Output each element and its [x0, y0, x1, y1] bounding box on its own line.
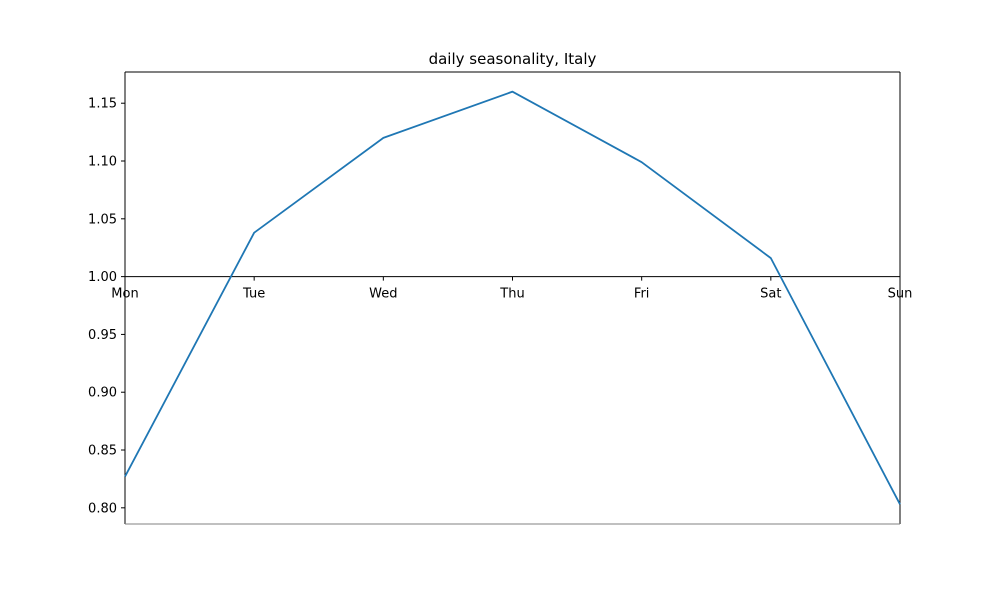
x-tick-label: Tue: [242, 287, 265, 302]
y-tick-label: 1.00: [88, 270, 117, 285]
x-axis: Mon Tue Wed Thu Fri Sat Sun: [111, 276, 913, 302]
y-tick-label: 1.05: [88, 212, 117, 227]
x-tick-label: Sun: [888, 287, 913, 302]
series-layer: [124, 90, 901, 505]
y-tick-label: 0.90: [88, 386, 117, 401]
x-tick-label: Mon: [111, 287, 138, 302]
y-tick-label: 0.85: [88, 444, 117, 459]
y-tick-label: 1.10: [88, 155, 117, 170]
x-tick-label: Fri: [634, 287, 650, 302]
chart-title: daily seasonality, Italy: [429, 50, 597, 68]
y-tick-label: 0.80: [88, 501, 117, 516]
x-tick-label: Thu: [499, 287, 524, 302]
y-tick-label: 0.95: [88, 328, 117, 343]
x-tick-label: Wed: [369, 287, 397, 302]
plot-area: 0.80 0.85 0.90 0.95 1.00 1.05 1.10 1.15 Mon Tue W…: [88, 71, 913, 525]
x-tick-label: Sat: [760, 287, 781, 302]
y-axis-ticks: 0.80 0.85 0.90 0.95 1.00 1.05 1.10 1.15: [88, 97, 125, 516]
y-tick-label: 1.15: [88, 97, 117, 112]
